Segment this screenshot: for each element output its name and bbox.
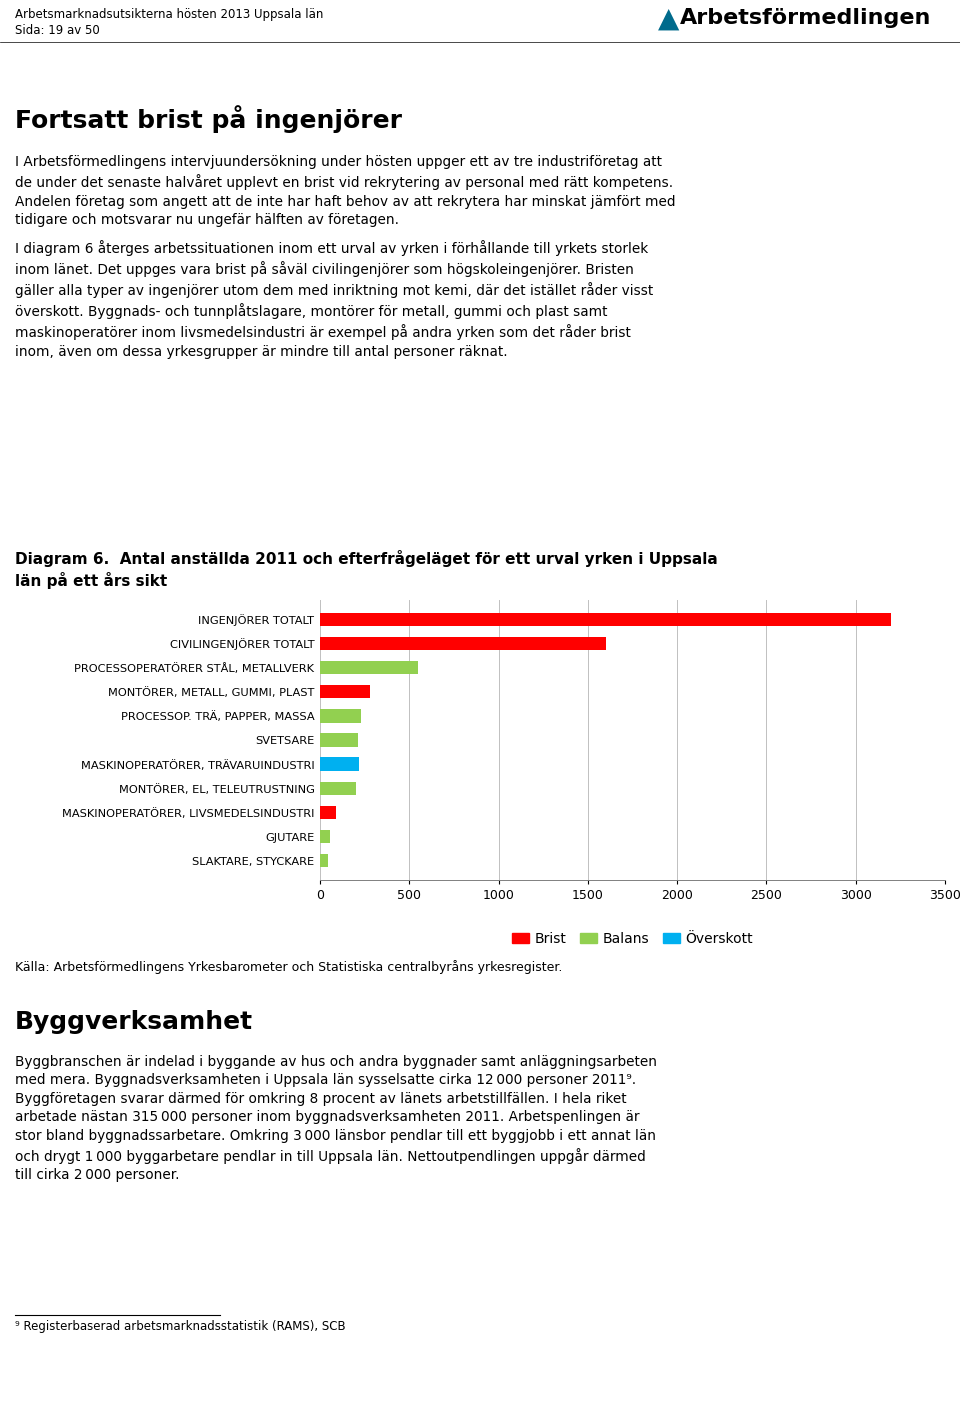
Bar [320,637,606,649]
Bar [320,613,892,625]
Text: Källa: Arbetsförmedlingens Yrkesbarometer och Statistiska centralbyråns yrkesreg: Källa: Arbetsförmedlingens Yrkesbaromete… [15,959,563,974]
Text: Arbetsmarknadsutsikterna hösten 2013 Uppsala län: Arbetsmarknadsutsikterna hösten 2013 Upp… [15,8,324,21]
Legend: Brist, Balans, Överskott: Brist, Balans, Överskott [507,927,758,951]
Text: län på ett års sikt: län på ett års sikt [15,572,167,589]
Bar [320,709,361,723]
Text: Byggbranschen är indelad i byggande av hus och andra byggnader samt anläggningsa: Byggbranschen är indelad i byggande av h… [15,1056,657,1182]
Text: Arbetsförmedlingen: Arbetsförmedlingen [680,8,931,28]
Text: Fortsatt brist på ingenjörer: Fortsatt brist på ingenjörer [15,105,402,133]
Bar [320,805,336,819]
Text: ▲: ▲ [658,6,679,33]
Bar [320,781,356,795]
Bar [320,685,370,699]
Bar [320,829,330,843]
Text: ⁹ Registerbaserad arbetsmarknadsstatistik (RAMS), SCB: ⁹ Registerbaserad arbetsmarknadsstatisti… [15,1320,346,1333]
Bar [320,661,419,675]
Text: Byggverksamhet: Byggverksamhet [15,1010,253,1034]
Text: Diagram 6.  Antal anställda 2011 och efterfrågeläget för ett urval yrken i Uppsa: Diagram 6. Antal anställda 2011 och efte… [15,550,718,567]
Bar [320,733,357,747]
Text: Sida: 19 av 50: Sida: 19 av 50 [15,24,100,37]
Text: I diagram 6 återges arbetssituationen inom ett urval av yrken i förhållande till: I diagram 6 återges arbetssituationen in… [15,241,653,359]
Bar [320,757,359,771]
Bar [320,855,328,867]
Text: I Arbetsförmedlingens intervjuundersökning under hösten uppger ett av tre indust: I Arbetsförmedlingens intervjuundersökni… [15,156,676,226]
